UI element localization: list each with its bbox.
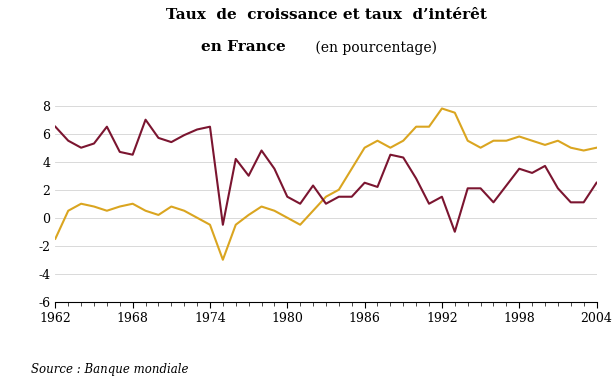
Text: (en pourcentage): (en pourcentage) [311, 40, 437, 55]
Text: Taux  de  croissance et taux  d’intérêt: Taux de croissance et taux d’intérêt [165, 8, 486, 22]
Text: Source : Banque mondiale: Source : Banque mondiale [31, 363, 188, 376]
Text: en France: en France [200, 40, 285, 54]
